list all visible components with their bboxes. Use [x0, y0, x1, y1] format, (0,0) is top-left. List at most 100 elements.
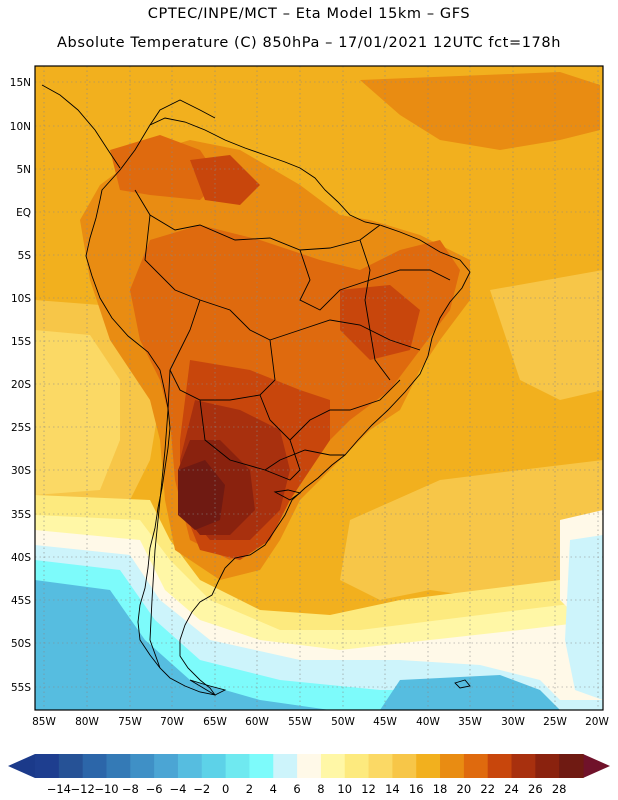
lat-label: 5S — [18, 250, 32, 262]
colorbar-labels: −14 −12 −10 −8 −6 −4 −2 0 2 4 6 8 10 12 14 16 18 20 22 24 26… — [47, 782, 567, 796]
colorbar-arrow-high — [583, 754, 610, 778]
colorbar-tick-label: 26 — [528, 782, 543, 796]
colorbar-swatch — [249, 754, 274, 778]
colorbar-tick-label: −12 — [71, 782, 95, 796]
colorbar-swatch — [225, 754, 251, 778]
field-east-atlantic-16 — [490, 270, 603, 400]
title-line-1: CPTEC/INPE/MCT – Eta Model 15km – GFS — [147, 6, 471, 22]
colorbar-swatch — [535, 754, 560, 778]
colorbar-tick-label: 14 — [385, 782, 400, 796]
falkland-islands — [454, 679, 471, 689]
colorbar-swatch — [416, 754, 441, 778]
colorbar-tick-label: 4 — [270, 782, 277, 796]
border-brazil-states-2 — [269, 319, 421, 351]
lon-label: 40W — [416, 716, 440, 728]
colorbar-tick-label: 8 — [317, 782, 324, 796]
colorbar-tick-label: −8 — [122, 782, 139, 796]
central-america-coast — [41, 84, 121, 169]
colorbar-tick-label: −2 — [193, 782, 210, 796]
lat-label: 5N — [16, 164, 31, 176]
colorbar-tick-label: 12 — [361, 782, 376, 796]
south-america-coastline — [85, 117, 471, 696]
lon-label: 25W — [543, 716, 567, 728]
grid-lines — [35, 66, 603, 710]
river-plate — [273, 489, 302, 501]
lat-label: 10N — [10, 121, 31, 133]
colorbar-tick-label: 0 — [222, 782, 229, 796]
colorbar-swatch — [297, 754, 322, 778]
border-brazil-states-3 — [299, 249, 451, 311]
colorbar-tick-label: 28 — [552, 782, 567, 796]
border-north — [134, 189, 381, 251]
coastlines-and-borders — [41, 84, 471, 696]
border-paraguay-argentina — [199, 394, 301, 481]
colorbar-swatch — [177, 754, 203, 778]
border-chile-argentina — [149, 369, 171, 669]
colorbar-tick-label: −10 — [94, 782, 118, 796]
lat-label: 45S — [11, 595, 31, 607]
colorbar-tick-label: 24 — [504, 782, 519, 796]
field-band-0 — [35, 580, 330, 710]
colorbar-tick-label: 10 — [337, 782, 352, 796]
colorbar-swatch — [463, 754, 489, 778]
colorbar-tick-label: 16 — [409, 782, 424, 796]
lat-label: 15S — [11, 336, 31, 348]
colorbar-tick-label: −14 — [47, 782, 71, 796]
field-north-atlantic-warm — [360, 72, 600, 150]
colorbar-swatch — [273, 754, 298, 778]
lon-label: 30W — [501, 716, 525, 728]
lon-label: 35W — [458, 716, 482, 728]
lat-label: 20S — [11, 379, 31, 391]
colorbar-swatch — [368, 754, 393, 778]
colorbar-swatch — [392, 754, 417, 778]
colorbar-swatch — [130, 754, 155, 778]
colorbar-swatch — [320, 754, 346, 778]
border-uruguay — [264, 449, 345, 471]
colorbar-swatch — [559, 754, 584, 778]
lat-label: 10S — [11, 293, 31, 305]
colorbar: −14 −12 −10 −8 −6 −4 −2 0 2 4 6 8 10 12 14 16 18 20 22 24 26… — [8, 754, 610, 796]
colorbar-swatch — [106, 754, 131, 778]
lon-label: 20W — [585, 716, 609, 728]
colorbar-arrow-low — [8, 754, 35, 778]
lat-label: 50S — [11, 638, 31, 650]
colorbar-tick-label: 18 — [433, 782, 448, 796]
lon-label: 65W — [203, 716, 227, 728]
colorbar-swatch — [35, 754, 60, 778]
lat-label: EQ — [16, 207, 31, 219]
colorbar-swatches — [35, 754, 584, 778]
longitude-labels: 85W 80W 75W 70W 65W 60W 55W 50W 45W 40W … — [32, 716, 609, 728]
lon-label: 50W — [331, 716, 355, 728]
colorbar-tick-label: −4 — [169, 782, 186, 796]
colorbar-swatch — [511, 754, 536, 778]
colorbar-tick-label: 2 — [246, 782, 253, 796]
temperature-field — [35, 66, 603, 710]
colorbar-swatch — [154, 754, 179, 778]
map-frame — [34, 65, 604, 711]
colorbar-swatch — [58, 754, 84, 778]
field-north-warm — [110, 135, 220, 200]
border-bolivia — [169, 299, 276, 401]
lat-label: 15N — [10, 77, 31, 89]
field-southeast-cold — [565, 535, 603, 700]
lat-label: 25S — [11, 422, 31, 434]
lon-label: 70W — [160, 716, 184, 728]
colorbar-tick-label: −6 — [146, 782, 163, 796]
lon-label: 85W — [32, 716, 56, 728]
colorbar-tick-label: 6 — [293, 782, 300, 796]
border-brazil-states-1 — [289, 379, 401, 441]
lat-label: 40S — [11, 552, 31, 564]
colorbar-tick-label: 20 — [457, 782, 472, 796]
field-south-atlantic-16 — [340, 460, 603, 600]
lat-label: 35S — [11, 509, 31, 521]
lat-label: 55S — [11, 682, 31, 694]
lon-label: 45W — [373, 716, 397, 728]
border-brazil-states-4 — [359, 239, 391, 381]
lat-label: 30S — [11, 465, 31, 477]
colorbar-swatch — [440, 754, 465, 778]
colorbar-tick-label: 22 — [480, 782, 495, 796]
lon-label: 75W — [118, 716, 142, 728]
title-line-2: Absolute Temperature (C) 850hPa – 17/01/… — [57, 35, 561, 51]
field-pacific-14 — [35, 330, 120, 495]
